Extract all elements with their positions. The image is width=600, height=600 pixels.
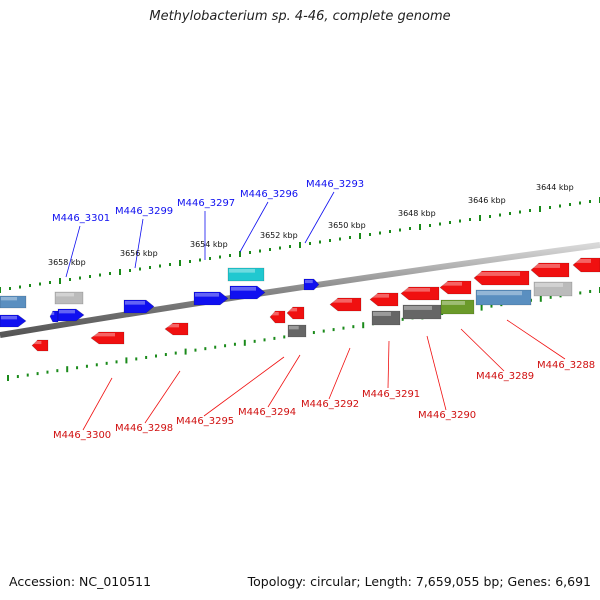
gene-label[interactable]: M446_3293 xyxy=(306,179,364,190)
leader-line xyxy=(82,377,113,431)
scale-label: 3652 kbp xyxy=(260,231,298,240)
gene-feature[interactable] xyxy=(0,295,27,309)
gene-label[interactable]: M446_3297 xyxy=(177,198,235,209)
gene-label[interactable]: M446_3291 xyxy=(362,389,420,400)
gene-feature[interactable] xyxy=(303,278,320,291)
gene-feature[interactable] xyxy=(0,314,27,328)
genome-backbone xyxy=(0,242,600,338)
gene-label[interactable]: M446_3290 xyxy=(418,410,476,421)
gene-feature[interactable] xyxy=(473,270,530,286)
gene-feature[interactable] xyxy=(287,324,307,338)
gene-feature[interactable] xyxy=(402,304,442,320)
gene-feature[interactable] xyxy=(329,297,362,312)
gene-feature[interactable] xyxy=(164,322,189,336)
leader-line xyxy=(267,354,301,408)
leader-line xyxy=(304,191,335,244)
gene-label[interactable]: M446_3289 xyxy=(476,371,534,382)
gene-feature[interactable] xyxy=(400,286,440,301)
gene-feature[interactable] xyxy=(229,285,266,300)
gene-label[interactable]: M446_3295 xyxy=(176,416,234,427)
gene-feature[interactable] xyxy=(572,257,600,273)
gene-feature[interactable] xyxy=(533,281,573,297)
gene-feature[interactable] xyxy=(440,299,475,315)
label-leader-lines xyxy=(65,191,566,431)
leader-line xyxy=(203,356,285,417)
gene-label[interactable]: M446_3301 xyxy=(52,213,110,224)
scale-label: 3654 kbp xyxy=(190,240,228,249)
gene-features[interactable] xyxy=(0,257,600,352)
gene-label[interactable]: M446_3292 xyxy=(301,399,359,410)
gene-label[interactable]: M446_3296 xyxy=(240,189,298,200)
gene-feature[interactable] xyxy=(227,267,265,282)
scale-label: 3644 kbp xyxy=(536,183,574,192)
gene-feature[interactable] xyxy=(123,299,155,314)
gene-label[interactable]: M446_3294 xyxy=(238,407,296,418)
leader-line xyxy=(506,319,566,360)
topology-text: Topology: circular; Length: 7,659,055 bp… xyxy=(247,574,591,589)
leader-line xyxy=(134,218,144,269)
gene-label[interactable]: M446_3299 xyxy=(115,206,173,217)
scale-ticks-top xyxy=(0,197,600,293)
gene-feature[interactable] xyxy=(31,339,49,352)
accession-text: Accession: NC_010511 xyxy=(9,574,152,589)
gene-feature[interactable] xyxy=(90,331,125,345)
gene-feature[interactable] xyxy=(57,308,85,322)
gene-label[interactable]: M446_3298 xyxy=(115,423,173,434)
gene-feature[interactable] xyxy=(530,262,570,278)
leader-line xyxy=(65,225,81,278)
leader-line xyxy=(239,201,269,253)
scale-label: 3646 kbp xyxy=(468,196,506,205)
leader-line xyxy=(460,328,505,372)
scale-label: 3658 kbp xyxy=(48,258,86,267)
map-title: Methylobacterium sp. 4-46, complete geno… xyxy=(149,9,451,24)
gene-feature[interactable] xyxy=(286,306,305,320)
gene-feature[interactable] xyxy=(369,292,399,307)
scale-label: 3648 kbp xyxy=(398,209,436,218)
gene-feature[interactable] xyxy=(371,310,401,326)
gene-feature[interactable] xyxy=(475,289,532,306)
gene-feature[interactable] xyxy=(49,310,59,323)
leader-line xyxy=(328,347,351,400)
leader-line xyxy=(387,340,390,389)
gene-feature[interactable] xyxy=(439,280,472,295)
gene-label[interactable]: M446_3288 xyxy=(537,360,595,371)
gene-feature[interactable] xyxy=(54,291,84,305)
scale-label: 3656 kbp xyxy=(120,249,158,258)
leader-line xyxy=(426,335,447,411)
gene-feature[interactable] xyxy=(269,310,286,324)
gene-feature[interactable] xyxy=(193,291,229,306)
gene-label[interactable]: M446_3300 xyxy=(53,430,111,441)
leader-line xyxy=(144,370,181,424)
scale-label: 3650 kbp xyxy=(328,221,366,230)
